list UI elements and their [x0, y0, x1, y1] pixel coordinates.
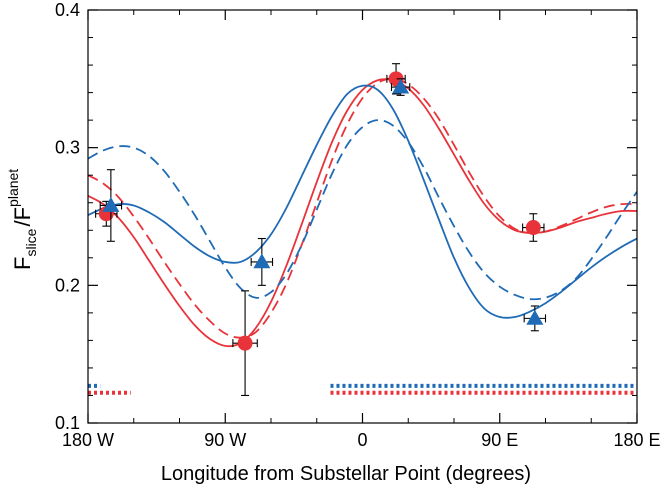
y-tick-label: 0.4: [55, 0, 80, 20]
axis-ticks: [87, 9, 638, 424]
y-label-f2: F: [10, 207, 35, 220]
data-points: [95, 63, 547, 397]
x-tick-label: 180 E: [613, 430, 660, 450]
red-circle-point: [522, 213, 545, 242]
blue-triangle-point: [390, 78, 411, 96]
triangle-marker: [392, 78, 410, 94]
blue-triangle-point: [99, 169, 123, 242]
blue-triangle-point: [523, 305, 547, 332]
model-curves: [88, 77, 637, 348]
y-label-slash: /: [10, 220, 35, 227]
blue-triangle-point: [250, 237, 274, 286]
y-label-sub2: planet: [5, 169, 21, 207]
triangle-marker: [253, 253, 271, 269]
x-tick-label: 90 E: [481, 430, 518, 450]
red-dashed-curve: [88, 77, 637, 339]
triangle-marker: [526, 309, 544, 325]
x-tick-label: 0: [357, 430, 367, 450]
x-axis-label: Longitude from Substellar Point (degrees…: [161, 463, 531, 485]
blue-dashed-curve: [88, 119, 637, 301]
y-tick-label: 0.3: [55, 138, 80, 158]
y-label-f1: F: [10, 257, 35, 270]
coverage-bars: [88, 383, 637, 395]
circle-marker: [525, 220, 541, 236]
x-tick-label: 180 W: [62, 430, 114, 450]
red-circle-point: [232, 290, 258, 397]
x-tick-label: 90 W: [204, 430, 246, 450]
red-solid-curve: [88, 78, 637, 348]
y-tick-labels: 0.1 0.2 0.3 0.4: [55, 0, 80, 433]
blue-solid-curve: [88, 84, 637, 319]
plot-frame: [87, 9, 638, 424]
triangle-marker: [102, 196, 120, 212]
y-label-sub1: slice: [23, 228, 39, 256]
x-tick-labels: 180 W 90 W 0 90 E 180 E: [62, 430, 661, 450]
y-axis-label: Fslice/Fplanet: [5, 169, 39, 270]
y-tick-label: 0.1: [55, 413, 80, 433]
circle-marker: [237, 335, 253, 351]
y-tick-label: 0.2: [55, 275, 80, 295]
